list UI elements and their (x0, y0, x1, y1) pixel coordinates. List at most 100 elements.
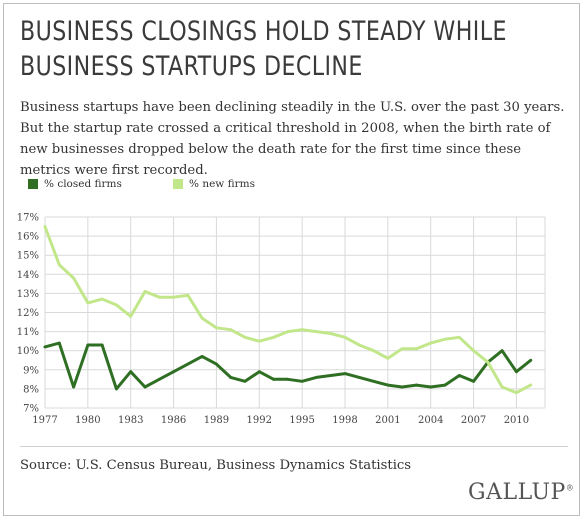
data-point-closed-firms (343, 372, 347, 376)
data-point-new-firms (386, 356, 390, 360)
y-tick-label: 13% (17, 289, 39, 300)
data-point-new-firms (443, 337, 447, 341)
y-tick-label: 14% (17, 270, 39, 281)
brand-registered-mark: ® (565, 483, 575, 493)
data-point-new-firms (400, 347, 404, 351)
data-point-closed-firms (257, 370, 261, 374)
x-tick-label: 1980 (75, 415, 100, 426)
data-point-closed-firms (500, 349, 504, 353)
data-point-closed-firms (86, 343, 90, 347)
data-point-new-firms (157, 295, 161, 299)
legend-swatch-new (173, 179, 183, 189)
data-point-closed-firms (172, 370, 175, 374)
data-point-new-firms (129, 314, 133, 318)
data-point-closed-firms (57, 341, 61, 345)
data-point-new-firms (315, 330, 318, 333)
data-point-closed-firms (143, 385, 147, 389)
legend-swatch-closed (28, 179, 38, 189)
data-point-closed-firms (415, 383, 418, 387)
y-tick-label: 11% (17, 327, 39, 338)
data-point-new-firms (472, 349, 475, 353)
data-point-closed-firms (186, 362, 190, 366)
y-tick-label: 10% (17, 346, 39, 357)
y-tick-label: 16% (17, 232, 39, 243)
data-point-closed-firms (329, 374, 333, 377)
data-point-closed-firms (357, 376, 361, 379)
data-point-closed-firms (429, 385, 433, 389)
x-tick-label: 1998 (332, 415, 357, 426)
x-tick-label: 1986 (161, 415, 186, 426)
data-point-new-firms (272, 335, 275, 339)
x-tick-label: 1989 (204, 415, 229, 426)
data-point-new-firms (200, 316, 204, 320)
data-point-new-firms (415, 347, 418, 351)
data-point-new-firms (243, 335, 247, 339)
data-point-closed-firms (129, 370, 133, 374)
data-point-closed-firms (72, 385, 75, 389)
data-point-closed-firms (386, 383, 390, 387)
title-line-2: BUSINESS STARTUPS DECLINE (20, 51, 363, 82)
data-point-closed-firms (472, 379, 475, 383)
series-line-closed-firms (43, 341, 533, 391)
data-point-closed-firms (157, 377, 161, 381)
legend-label-new: % new firms (189, 178, 255, 190)
data-point-closed-firms (457, 374, 461, 377)
data-point-new-firms (286, 330, 290, 333)
data-point-new-firms (329, 332, 333, 335)
data-point-new-firms (100, 297, 104, 301)
data-point-closed-firms (300, 379, 304, 383)
legend-item-closed: % closed firms (28, 178, 122, 190)
data-point-new-firms (115, 303, 118, 307)
data-point-closed-firms (286, 377, 290, 381)
data-point-new-firms (43, 225, 47, 228)
data-point-closed-firms (272, 377, 275, 381)
x-tick-label: 2001 (375, 415, 400, 426)
x-tick-label: 1977 (32, 415, 57, 426)
data-point-closed-firms (372, 379, 375, 383)
data-point-new-firms (86, 301, 90, 305)
data-point-new-firms (143, 290, 147, 293)
source-divider (20, 446, 568, 447)
data-point-new-firms (300, 328, 304, 332)
data-point-closed-firms (200, 355, 204, 358)
x-tick-label: 1995 (289, 415, 314, 426)
data-point-new-firms (515, 391, 518, 395)
data-point-new-firms (372, 349, 375, 353)
data-point-new-firms (486, 360, 490, 364)
title-line-1: BUSINESS CLOSINGS HOLD STEADY WHILE (20, 16, 507, 47)
data-point-new-firms (57, 263, 61, 267)
data-point-closed-firms (100, 343, 104, 347)
x-tick-label: 1992 (247, 415, 272, 426)
y-tick-label: 7% (23, 404, 39, 415)
series-line-new-firms (43, 225, 533, 395)
data-point-closed-firms (515, 370, 518, 374)
source-note: Source: U.S. Census Bureau, Business Dyn… (20, 458, 412, 473)
data-point-new-firms (529, 383, 533, 387)
x-tick-label: 2004 (418, 415, 443, 426)
data-point-closed-firms (529, 358, 533, 362)
legend-item-new: % new firms (173, 178, 255, 190)
data-point-closed-firms (229, 376, 233, 379)
data-point-closed-firms (115, 387, 118, 391)
data-point-new-firms (186, 293, 190, 297)
data-point-new-firms (257, 339, 261, 343)
data-point-closed-firms (243, 379, 247, 383)
y-tick-label: 15% (17, 251, 39, 262)
x-tick-label: 1983 (118, 415, 143, 426)
y-tick-label: 9% (23, 365, 39, 376)
y-tick-label: 17% (17, 213, 39, 224)
y-tick-label: 12% (17, 308, 39, 319)
legend-label-closed: % closed firms (44, 178, 122, 190)
data-point-new-firms (429, 341, 433, 345)
data-point-closed-firms (443, 383, 447, 387)
data-point-new-firms (457, 335, 461, 339)
x-tick-label: 2007 (461, 415, 486, 426)
data-point-new-firms (229, 328, 233, 332)
data-point-new-firms (500, 385, 504, 389)
data-point-new-firms (215, 326, 218, 330)
data-point-closed-firms (43, 345, 47, 349)
y-tick-label: 8% (23, 384, 39, 395)
chart-frame (3, 3, 580, 516)
data-point-closed-firms (315, 376, 318, 379)
data-point-closed-firms (400, 385, 404, 389)
